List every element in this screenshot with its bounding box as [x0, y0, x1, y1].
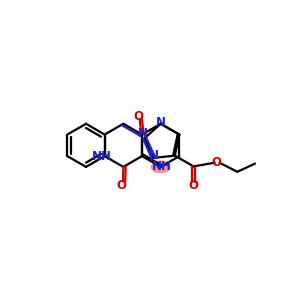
Text: O: O — [188, 179, 199, 192]
Text: O: O — [117, 179, 127, 192]
Text: NH: NH — [92, 150, 112, 164]
Text: N: N — [156, 116, 166, 129]
Text: N: N — [148, 149, 158, 162]
Text: O: O — [211, 156, 221, 169]
Ellipse shape — [152, 161, 170, 173]
Text: O: O — [133, 110, 143, 123]
Text: NH: NH — [152, 160, 171, 173]
Text: N: N — [138, 127, 148, 140]
